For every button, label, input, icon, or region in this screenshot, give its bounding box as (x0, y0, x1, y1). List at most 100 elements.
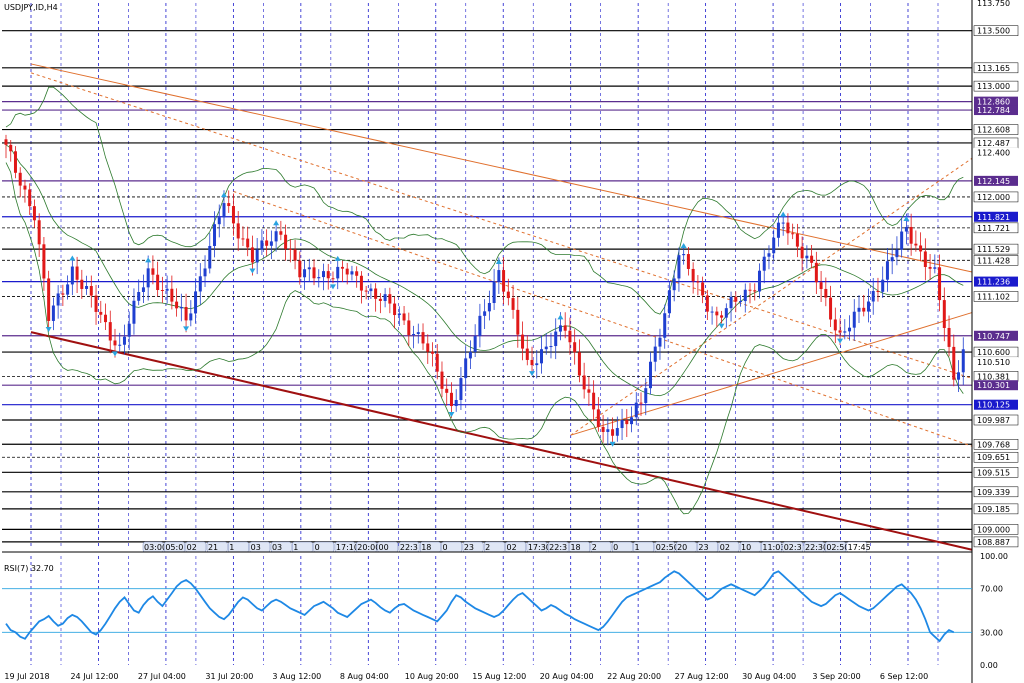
candle-body (94, 295, 98, 312)
candle-body (464, 358, 468, 379)
fractal-up-marker (557, 314, 564, 320)
price-tag (973, 467, 1019, 478)
time-tick-label: 30 Aug 04:00 (742, 672, 796, 681)
candle-body (843, 331, 847, 333)
candle-body (753, 290, 757, 292)
candle-body (696, 281, 700, 283)
candle-body (511, 298, 515, 310)
candle-body (786, 222, 790, 234)
candle-body (75, 266, 79, 280)
candle-body (502, 270, 506, 292)
candle-body (829, 297, 833, 320)
candle-body (298, 260, 302, 278)
candle-body (85, 285, 89, 289)
candle-body (478, 315, 482, 336)
candle-body (322, 271, 326, 278)
time-bubble-label: 02:50 (826, 543, 849, 552)
candle-body (871, 291, 875, 302)
trendline (30, 63, 973, 273)
candle-body (739, 301, 743, 303)
chart-title: USDJPY,ID,H4 (4, 3, 58, 12)
rsi-tick-label: 0.00 (980, 661, 998, 670)
price-tag-label: 110.125 (977, 401, 1010, 410)
price-tag (974, 96, 1018, 107)
candle-body (762, 256, 766, 271)
candle-body (648, 361, 652, 389)
time-bubble-label: 03:00 (144, 543, 167, 552)
candle-body (577, 352, 581, 376)
candle-body (900, 231, 904, 250)
price-tag (974, 276, 1018, 287)
price-tick-label: 112.487 (977, 139, 1010, 148)
fractal-down-marker (111, 351, 118, 357)
candle-body (231, 206, 235, 224)
price-tick-label: 109.000 (977, 525, 1010, 534)
price-tick-label: 111.721 (977, 224, 1010, 233)
price-tag-label: 111.236 (977, 278, 1010, 287)
price-tick-label: 109.987 (977, 416, 1010, 425)
candle-body (682, 254, 686, 256)
candle-body (497, 270, 501, 282)
candle-body (421, 332, 425, 344)
candle-body (146, 268, 150, 288)
candle-body (838, 330, 842, 333)
time-bubble-label: 18 (570, 543, 580, 552)
candle-body (743, 289, 747, 302)
time-tick-label: 31 Jul 20:00 (205, 672, 253, 681)
rsi-tick-label: 30.00 (980, 628, 1003, 637)
candle-body (23, 185, 27, 190)
price-tag (973, 243, 1019, 255)
price-tick-label: 110.381 (977, 372, 1010, 381)
candle-body (189, 313, 193, 321)
time-tick-label: 8 Aug 04:00 (340, 672, 389, 681)
price-tag (973, 439, 1019, 450)
time-tick-label: 3 Sep 20:00 (812, 672, 860, 681)
fractal-up-marker (145, 257, 152, 263)
candle-body (596, 409, 600, 427)
price-tag (973, 25, 1019, 36)
fractal-up-marker (780, 211, 787, 217)
candle-body (947, 327, 951, 347)
candle-body (364, 290, 368, 292)
trendline (570, 157, 973, 436)
candle-body (227, 203, 231, 207)
time-bubble-label: 2 (592, 543, 597, 552)
time-bubble-label: 22:3 (549, 543, 567, 552)
time-tick-label: 24 Jul 12:00 (70, 672, 118, 681)
candle-body (724, 308, 728, 318)
candle-body (881, 279, 885, 292)
trendline (233, 190, 973, 447)
rsi-panel: 100.00 70.00 30.00 0.00 (2, 552, 1008, 670)
candle-body (108, 322, 112, 341)
price-tag (974, 175, 1018, 186)
candle-body (701, 282, 705, 296)
candle-body (535, 363, 539, 366)
candle-body (416, 332, 420, 334)
candle-body (288, 248, 292, 250)
candle-body (47, 278, 51, 321)
candle-body (440, 371, 444, 389)
candle-body (213, 224, 217, 246)
candle-body (170, 288, 174, 302)
candle-body (312, 267, 316, 279)
candle-body (198, 276, 202, 292)
fractal-down-marker (529, 371, 536, 377)
time-bubble-label: 17:10 (336, 543, 359, 552)
price-tick-label: 109.515 (977, 468, 1010, 477)
candle-body (369, 288, 373, 292)
candle-body (28, 189, 32, 207)
price-tag (974, 399, 1018, 410)
candle-body (544, 346, 548, 350)
candle-body (483, 311, 487, 316)
time-bubble-label: 05:0 (165, 543, 183, 552)
time-bubble-label: 10 (741, 543, 751, 552)
candle-body (454, 399, 458, 407)
price-tag-label: 112.145 (977, 177, 1010, 186)
candle-body (388, 294, 392, 304)
candle-body (516, 309, 520, 335)
candle-body (639, 402, 643, 404)
time-bubble-label: 11:03 (762, 543, 785, 552)
time-tick-label: 22 Aug 20:00 (607, 672, 661, 681)
